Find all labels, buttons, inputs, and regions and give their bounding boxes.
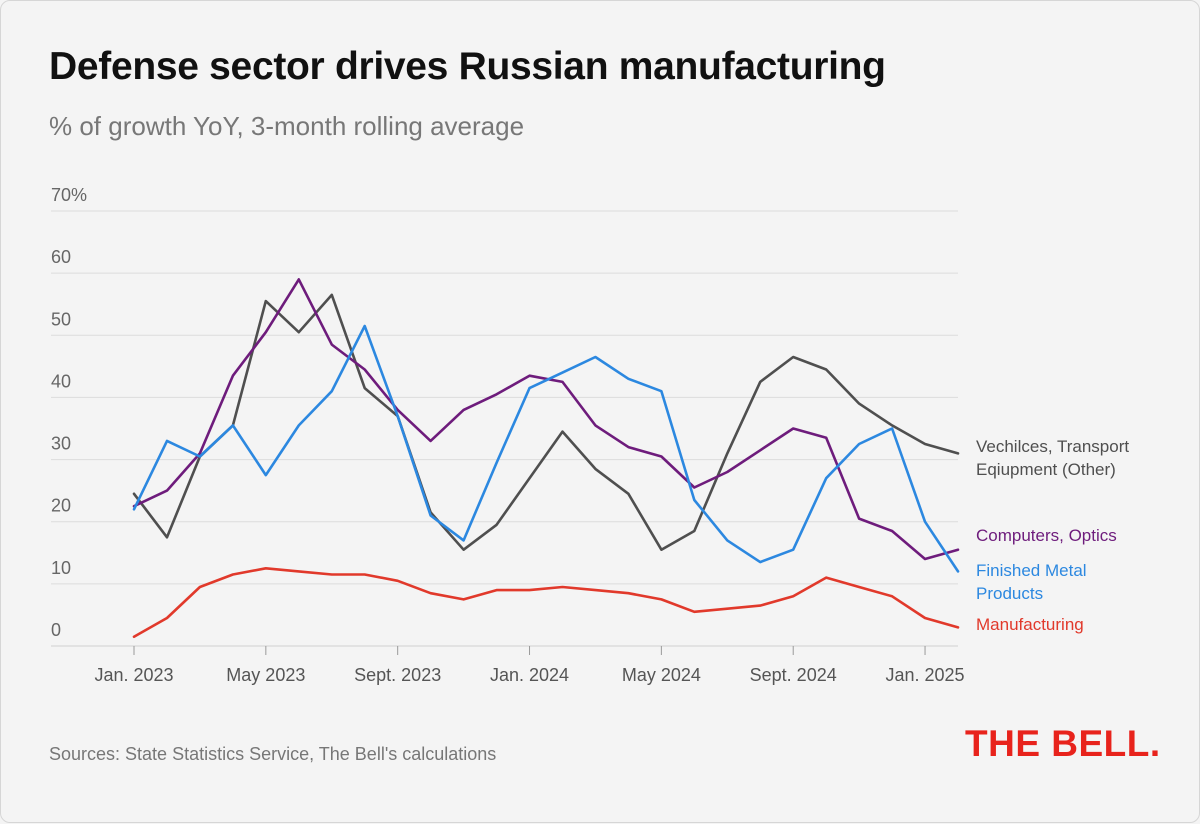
series-line-computers-optics — [132, 278, 960, 561]
y-tick-label: 30 — [51, 434, 71, 454]
y-tick-label: 70% — [51, 185, 87, 205]
x-tick-label: Sept. 2023 — [354, 665, 441, 685]
series-label-finished-metal-products: Finished Metal — [976, 561, 1087, 580]
y-axis-ticks: 0 10 20 30 40 50 60 70% — [51, 185, 87, 640]
series-label-vechilces-transport-eqiupment-other: Vechilces, Transport — [976, 437, 1129, 456]
series-label-manufacturing: Manufacturing — [976, 615, 1084, 634]
series-label-vechilces-transport-eqiupment-other: Eqiupment (Other) — [976, 460, 1116, 479]
x-tick-label: Sept. 2024 — [750, 665, 837, 685]
x-axis-ticks: Jan. 2023 May 2023 Sept. 2023 Jan. 2024 May … — [94, 646, 965, 685]
y-tick-label: 0 — [51, 620, 61, 640]
x-tick-label: Jan. 2025 — [886, 665, 965, 685]
x-tick-label: Jan. 2024 — [490, 665, 569, 685]
series-label-finished-metal-products: Products — [976, 584, 1043, 603]
series-line-finished-metal-products — [132, 324, 960, 573]
series-labels: Vechilces, Transport Eqiupment (Other) Com… — [976, 437, 1129, 634]
chart-title: Defense sector drives Russian manufactur… — [49, 45, 886, 88]
y-tick-label: 50 — [51, 309, 71, 329]
series-line-manufacturing — [132, 566, 960, 639]
y-tick-label: 20 — [51, 496, 71, 516]
x-tick-label: Jan. 2023 — [94, 665, 173, 685]
x-tick-label: May 2023 — [226, 665, 305, 685]
source-note: Sources: State Statistics Service, The B… — [49, 744, 497, 764]
gridlines — [51, 210, 958, 647]
y-tick-label: 10 — [51, 558, 71, 578]
series-lines — [132, 278, 960, 639]
y-tick-label: 40 — [51, 371, 71, 391]
chart-subtitle: % of growth YoY, 3-month rolling average — [49, 111, 525, 141]
y-tick-label: 60 — [51, 247, 71, 267]
series-label-computers-optics: Computers, Optics — [976, 526, 1117, 545]
series-line-vechilces-transport-eqiupment-other — [132, 293, 960, 552]
x-tick-label: May 2024 — [622, 665, 701, 685]
the-bell-logo: THE BELL. — [965, 723, 1161, 764]
